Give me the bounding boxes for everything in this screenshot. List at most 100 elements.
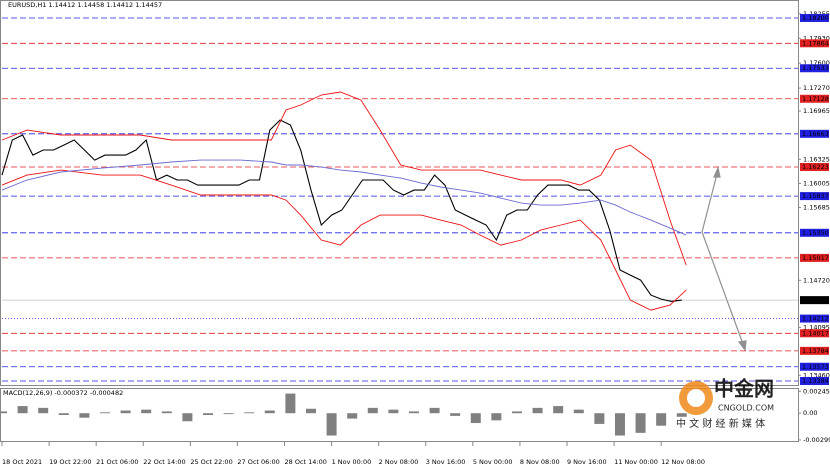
- level-label-box: [800, 192, 829, 201]
- indicator-line: [1, 169, 687, 311]
- y-tick-label: 1.16965: [803, 107, 830, 115]
- macd-y-tick-label: 0.002455: [803, 387, 830, 395]
- x-tick-label: 28 Oct 14:00: [284, 458, 326, 466]
- x-tick-label: 19 Oct 22:00: [49, 458, 91, 466]
- macd-bar: [0, 411, 7, 414]
- macd-bar: [38, 407, 49, 414]
- arrow-down: [701, 231, 744, 345]
- current-price-box: [800, 296, 829, 305]
- level-label: 1.18200: [802, 14, 829, 22]
- x-tick-label: 27 Oct 06:00: [237, 458, 279, 466]
- macd-bar: [470, 413, 481, 424]
- x-tick-label: 9 Nov 16:00: [567, 458, 607, 466]
- macd-y-tick-label: 0.00: [803, 409, 817, 417]
- x-tick-label: 12 Nov 08:00: [661, 458, 705, 466]
- y-tick-label: 1.17270: [803, 84, 830, 92]
- arrow-up: [701, 173, 718, 233]
- macd-bar: [202, 413, 213, 415]
- site: CNGOLD.COM: [718, 404, 774, 413]
- macd-bar: [120, 410, 131, 414]
- macd-bar: [17, 406, 28, 414]
- projection-arrows: [701, 166, 747, 352]
- level-label-box: [800, 94, 829, 103]
- macd-bar: [429, 407, 440, 414]
- level-label: 1.16663: [802, 130, 829, 138]
- macd-y-tick-label: -0.002997: [803, 436, 830, 444]
- x-tick-label: 8 Nov 08:00: [520, 458, 560, 466]
- level-label: 1.17128: [802, 95, 829, 103]
- level-label-box: [800, 346, 829, 355]
- macd-bar: [553, 406, 564, 414]
- arrow-head: [737, 340, 747, 352]
- level-label: 1.14212: [802, 315, 829, 323]
- macd-bar: [388, 409, 399, 414]
- x-tick-label: 11 Nov 00:00: [614, 458, 658, 466]
- price-line: [1, 119, 682, 302]
- macd-bar: [99, 412, 110, 414]
- level-label: 1.16223: [802, 163, 829, 171]
- macd-bar: [326, 413, 337, 436]
- x-tick-label: 5 Nov 00:00: [473, 458, 513, 466]
- x-tick-label: 18 Oct 2021: [2, 458, 42, 466]
- macd-bar: [223, 413, 234, 415]
- y-tick-label: 1.14095: [803, 323, 830, 331]
- level-label-box: [800, 253, 829, 262]
- macd-bar: [244, 412, 255, 414]
- y-tick-label: 1.14720: [803, 276, 830, 284]
- slogan: 中 文 财 经 新 媒 体: [676, 417, 765, 430]
- macd-bar: [656, 413, 667, 426]
- macd-bar: [285, 393, 296, 414]
- chart-title: EURUSD,H1 1.14412 1.14458 1.14412 1.1445…: [8, 1, 162, 9]
- macd-bar: [264, 410, 275, 414]
- macd-bar: [161, 411, 172, 414]
- level-label-box: [800, 13, 829, 22]
- macd-bar: [511, 411, 522, 414]
- level-label: 1.13573: [802, 363, 829, 371]
- level-label-box: [800, 162, 829, 171]
- y-tick-label: 1.17930: [803, 34, 830, 42]
- x-tick-label: 25 Oct 22:00: [190, 458, 232, 466]
- level-label: 1.14017: [802, 329, 829, 337]
- level-label-box: [800, 377, 829, 386]
- x-tick-label: 21 Oct 06:00: [96, 458, 138, 466]
- macd-bar: [182, 413, 193, 422]
- y-tick-label: 1.13460: [803, 371, 830, 379]
- macd-bar: [141, 409, 152, 414]
- macd-bar: [635, 413, 646, 433]
- level-label-box: [800, 129, 829, 138]
- macd-bar: [347, 413, 358, 419]
- logo-inner: [687, 389, 705, 407]
- level-label: 1.15017: [802, 254, 829, 262]
- level-label: 1.17533: [802, 64, 829, 72]
- level-label: 1.15837: [802, 192, 829, 200]
- level-label-box: [800, 329, 829, 338]
- indicator-line: [1, 91, 687, 266]
- x-tick-label: 3 Nov 16:00: [426, 458, 466, 466]
- level-label: 1.13784: [802, 347, 829, 355]
- level-label: 1.17864: [802, 39, 829, 47]
- current-price-label: 1.14457: [802, 296, 829, 304]
- macd-bar: [491, 413, 502, 421]
- macd-bar: [79, 413, 90, 418]
- macd-bar: [614, 413, 625, 436]
- y-tick-label: 1.16005: [803, 179, 830, 187]
- level-label-box: [800, 39, 829, 48]
- macd-bar: [58, 413, 69, 415]
- level-label-box: [800, 362, 829, 371]
- x-tick-label: 2 Nov 08:00: [379, 458, 419, 466]
- macd-bar: [594, 413, 605, 424]
- macd-bar: [367, 407, 378, 414]
- level-label-box: [800, 228, 829, 237]
- level-label: 1.15350: [802, 229, 829, 237]
- x-tick-label: 22 Oct 14:00: [143, 458, 185, 466]
- level-label-box: [800, 64, 829, 73]
- macd-bar: [676, 413, 687, 417]
- y-tick-label: 1.16325: [803, 155, 830, 163]
- macd-label: MACD(12,26,9) -0.000372 -0.000482: [3, 389, 123, 397]
- macd-bar: [450, 413, 461, 416]
- macd-bar: [532, 407, 543, 414]
- y-tick-label: 1.15685: [803, 204, 830, 212]
- brand: 中金网: [714, 377, 774, 401]
- macd-bar: [408, 411, 419, 414]
